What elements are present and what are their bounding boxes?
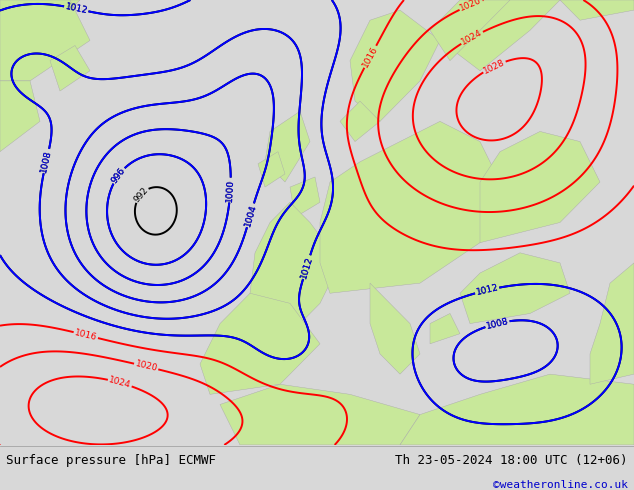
Polygon shape — [200, 293, 320, 394]
Text: 1024: 1024 — [108, 375, 132, 390]
Polygon shape — [290, 177, 320, 218]
Text: 1012: 1012 — [64, 2, 88, 15]
Text: 1004: 1004 — [243, 203, 258, 227]
Text: 996: 996 — [110, 166, 127, 185]
Polygon shape — [258, 152, 285, 187]
Text: 1000: 1000 — [225, 178, 236, 202]
Text: Surface pressure [hPa] ECMWF: Surface pressure [hPa] ECMWF — [6, 454, 216, 467]
Polygon shape — [370, 283, 420, 374]
Polygon shape — [265, 111, 310, 182]
Polygon shape — [400, 374, 634, 445]
Polygon shape — [320, 122, 500, 293]
Polygon shape — [0, 81, 40, 152]
Text: 1012: 1012 — [299, 255, 314, 279]
Polygon shape — [480, 131, 600, 243]
Polygon shape — [430, 314, 460, 344]
Text: 1000: 1000 — [225, 178, 236, 202]
Text: 1008: 1008 — [39, 149, 53, 173]
Polygon shape — [440, 0, 560, 71]
Polygon shape — [50, 46, 90, 91]
Text: 1020: 1020 — [134, 360, 158, 373]
Text: 992: 992 — [132, 185, 150, 204]
Text: ©weatheronline.co.uk: ©weatheronline.co.uk — [493, 480, 628, 490]
Text: 1012: 1012 — [299, 255, 314, 279]
Polygon shape — [220, 384, 420, 445]
Text: Th 23-05-2024 18:00 UTC (12+06): Th 23-05-2024 18:00 UTC (12+06) — [395, 454, 628, 467]
Polygon shape — [430, 0, 510, 61]
Text: 1016: 1016 — [74, 328, 98, 342]
Text: 1012: 1012 — [64, 2, 88, 15]
Polygon shape — [350, 10, 440, 122]
Polygon shape — [250, 202, 340, 344]
Text: 1012: 1012 — [475, 283, 499, 297]
Text: 1016: 1016 — [361, 45, 380, 69]
Text: 1028: 1028 — [482, 57, 507, 75]
Polygon shape — [460, 253, 570, 323]
Text: 1008: 1008 — [485, 317, 510, 331]
Polygon shape — [340, 101, 380, 142]
Text: 1024: 1024 — [460, 28, 484, 47]
Text: 996: 996 — [110, 166, 127, 185]
Text: 1008: 1008 — [485, 317, 510, 331]
Text: 1012: 1012 — [475, 283, 499, 297]
Text: 1008: 1008 — [39, 149, 53, 173]
Polygon shape — [560, 0, 634, 20]
Polygon shape — [0, 0, 90, 81]
Polygon shape — [590, 263, 634, 384]
Text: 1020: 1020 — [458, 0, 483, 13]
Polygon shape — [0, 0, 80, 61]
Text: 1004: 1004 — [243, 203, 258, 227]
